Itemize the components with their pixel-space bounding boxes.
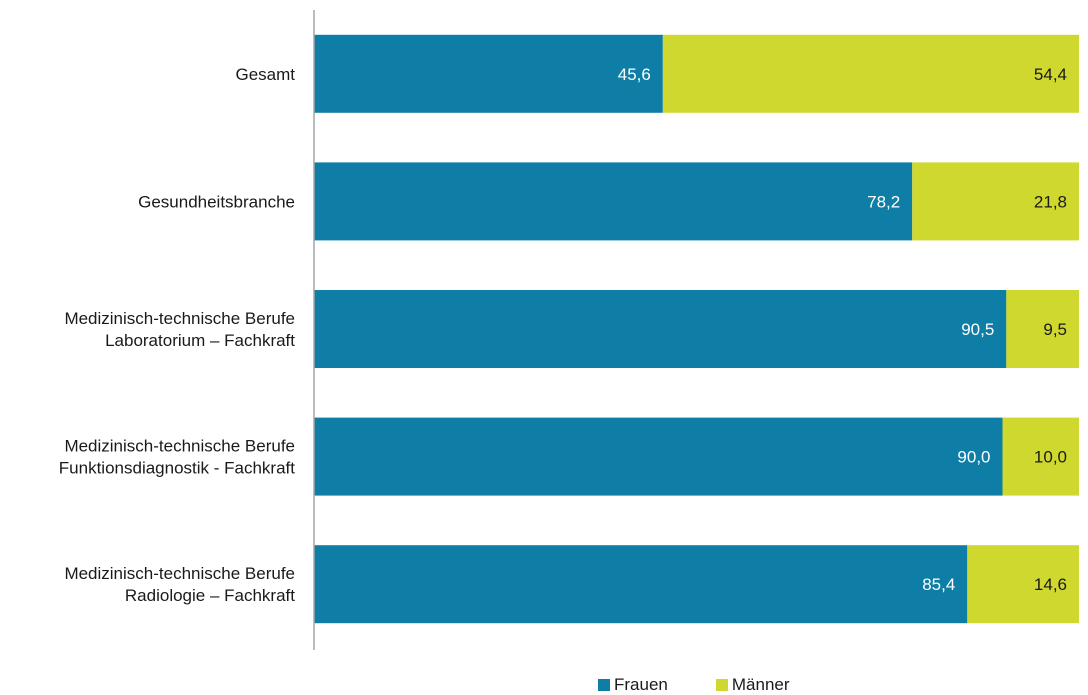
data-label-frauen-0: 45,6: [618, 65, 651, 84]
category-label-3-line-0: Medizinisch-technische Berufe: [64, 437, 295, 456]
bar-frauen-0: [314, 34, 663, 113]
bar-frauen-3: [314, 417, 1003, 496]
bar-maenner-2: [1006, 290, 1079, 368]
data-label-frauen-1: 78,2: [867, 192, 900, 211]
data-label-maenner-4: 14,6: [1034, 575, 1067, 594]
legend-label-maenner: Männer: [731, 675, 790, 694]
bar-maenner-0: [662, 34, 1079, 113]
legend-item-frauen: Frauen: [598, 675, 668, 695]
data-label-frauen-2: 90,5: [961, 320, 994, 339]
data-label-maenner-0: 54,4: [1034, 65, 1067, 84]
legend: Frauen Männer: [598, 675, 790, 695]
bar-maenner-1: [912, 162, 1079, 241]
category-label-4-line-1: Radiologie – Fachkraft: [125, 586, 295, 605]
data-label-maenner-2: 9,5: [1043, 320, 1067, 339]
data-label-frauen-4: 85,4: [922, 575, 955, 594]
legend-swatch-maenner: [715, 679, 728, 691]
category-label-2-line-1: Laboratorium – Fachkraft: [105, 331, 295, 350]
bar-frauen-1: [314, 162, 913, 241]
legend-item-maenner: Männer: [715, 675, 790, 695]
bar-maenner-4: [967, 545, 1079, 624]
data-label-frauen-3: 90,0: [957, 448, 990, 467]
category-label-2-line-0: Medizinisch-technische Berufe: [64, 309, 295, 328]
category-label-1: Gesundheitsbranche: [138, 192, 295, 211]
legend-swatch-frauen: [598, 679, 610, 691]
bar-maenner-3: [1002, 417, 1079, 496]
data-label-maenner-3: 10,0: [1034, 448, 1067, 467]
category-label-3-line-1: Funktionsdiagnostik - Fachkraft: [59, 459, 295, 478]
category-label-0: Gesamt: [235, 65, 295, 84]
bar-frauen-4: [314, 545, 968, 624]
data-label-maenner-1: 21,8: [1034, 192, 1067, 211]
category-label-4-line-0: Medizinisch-technische Berufe: [64, 564, 295, 583]
legend-label-frauen: Frauen: [614, 675, 668, 694]
bar-frauen-2: [314, 290, 1007, 368]
